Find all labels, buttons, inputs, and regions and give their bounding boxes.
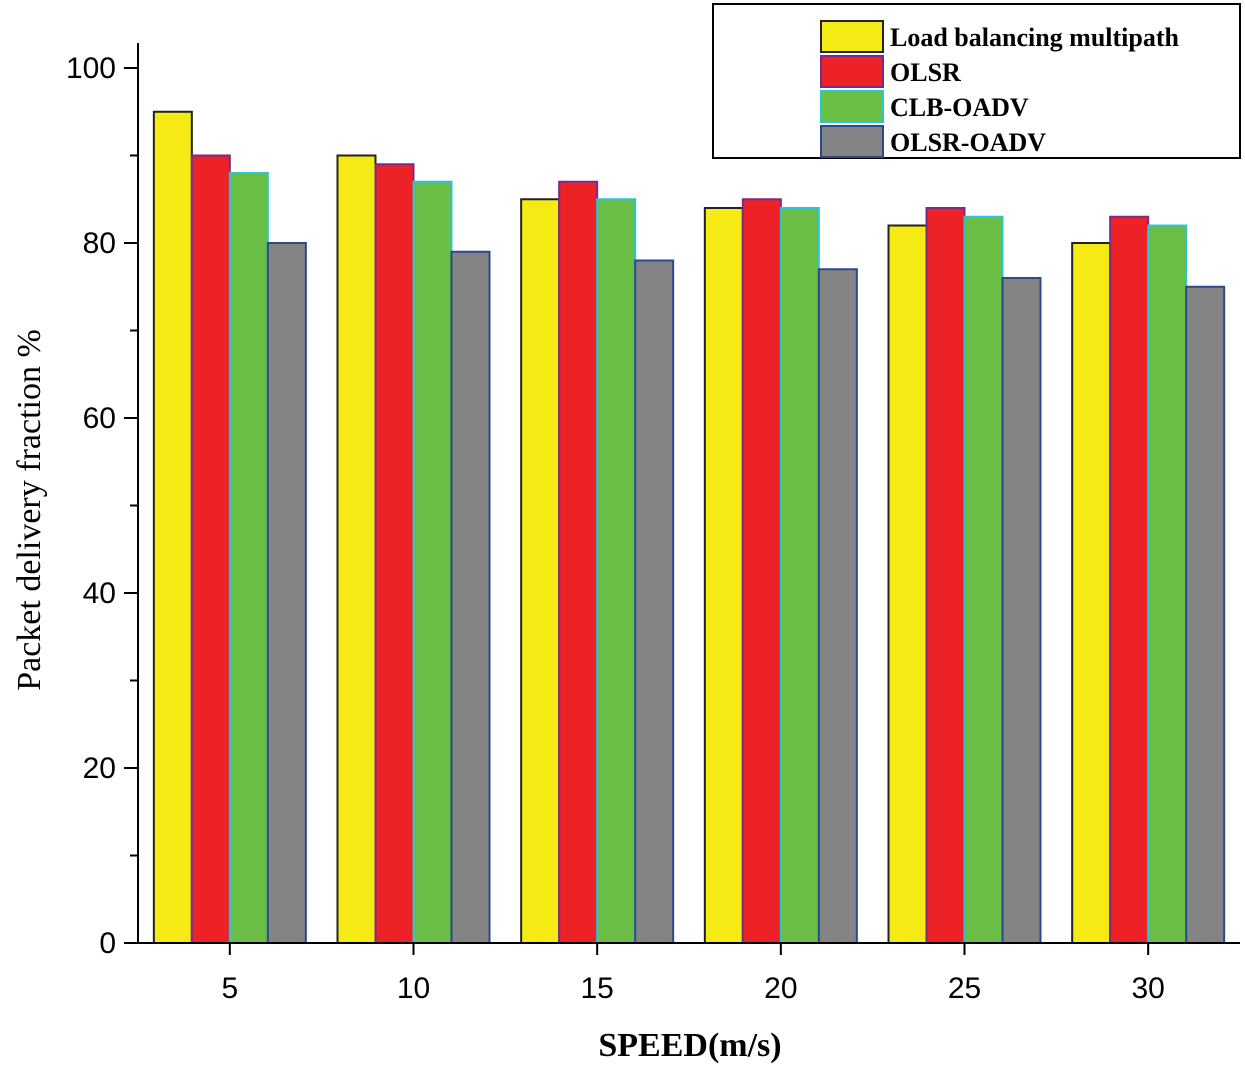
y-tick-label: 100 [66, 52, 116, 85]
legend-swatch-clb-oadv [820, 90, 884, 123]
y-tick-label: 20 [83, 752, 116, 785]
axes-group: 5 10 15 20 25 30 0 20 40 60 80 100 [66, 43, 1240, 1005]
legend-label: OLSR [890, 58, 961, 87]
legend-label: CLB-OADV [890, 93, 1029, 122]
bar-olsr-oadv-20 [817, 268, 858, 944]
bar-clb-oadv-25 [963, 215, 1004, 944]
bar-load-balancing-multipath-15 [520, 198, 561, 944]
bar-olsr-oadv-5 [266, 242, 307, 944]
bar-olsr-5 [190, 154, 231, 944]
x-tick-label: 10 [397, 972, 430, 1005]
x-tick-label: 25 [948, 972, 981, 1005]
bar-clb-oadv-10 [412, 180, 453, 944]
bar-olsr-oadv-25 [1001, 277, 1042, 944]
bar-olsr-25 [925, 207, 966, 944]
legend-box [712, 3, 1241, 159]
x-tick-label: 5 [221, 972, 238, 1005]
bar-olsr-15 [558, 180, 599, 944]
legend-swatch-olsr-oadv [820, 125, 884, 158]
x-axis-title: SPEED(m/s) [598, 1027, 781, 1064]
legend-label: Load balancing multipath [890, 23, 1180, 52]
bar-olsr-20 [741, 198, 782, 944]
legend-swatch-olsr [820, 55, 884, 88]
bar-olsr-30 [1109, 215, 1150, 944]
y-tick-label: 0 [99, 927, 116, 960]
x-tick-label: 30 [1131, 972, 1164, 1005]
bar-clb-oadv-15 [596, 198, 637, 944]
y-tick-label: 80 [83, 227, 116, 260]
bar-olsr-10 [374, 163, 415, 944]
bar-olsr-oadv-10 [450, 250, 491, 944]
x-tick-label: 15 [580, 972, 613, 1005]
bars-group [152, 110, 1226, 944]
bar-load-balancing-multipath-5 [152, 110, 193, 944]
bar-clb-oadv-5 [228, 172, 269, 944]
bar-load-balancing-multipath-30 [1071, 242, 1112, 944]
bar-load-balancing-multipath-20 [703, 207, 744, 944]
bar-clb-oadv-30 [1147, 224, 1188, 944]
legend-swatch-load-balancing-multipath [820, 20, 884, 53]
bar-clb-oadv-20 [779, 207, 820, 944]
x-tick-label: 20 [764, 972, 797, 1005]
y-tick-label: 40 [83, 577, 116, 610]
bar-load-balancing-multipath-10 [336, 154, 377, 944]
bar-load-balancing-multipath-25 [887, 224, 928, 944]
bar-olsr-oadv-30 [1185, 285, 1226, 944]
legend: Load balancing multipath OLSR CLB-OADV OLSR… [712, 3, 1241, 159]
y-axis-title: Packet delivery fraction % [11, 329, 48, 691]
legend-label: OLSR-OADV [890, 128, 1046, 157]
y-tick-label: 60 [83, 402, 116, 435]
bar-olsr-oadv-15 [634, 259, 675, 944]
